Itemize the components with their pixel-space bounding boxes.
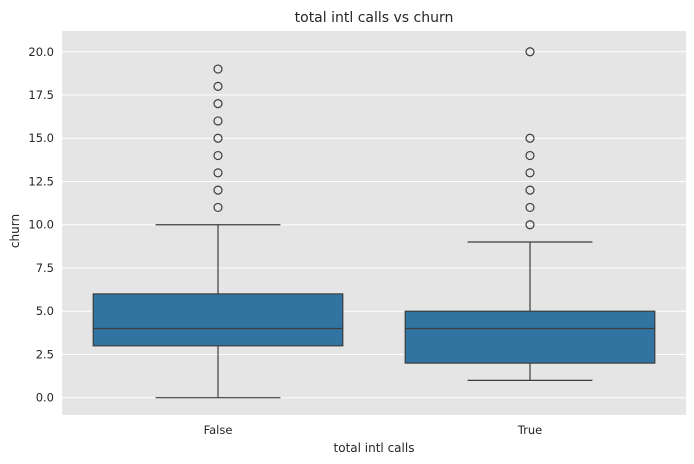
outlier-point [213,99,223,109]
y-tick-label: 15.0 [28,131,54,145]
outlier-point [213,133,223,143]
box-series [92,47,656,399]
y-tick-label: 2.5 [36,347,54,361]
y-tick-label: 17.5 [28,88,54,102]
outlier-point [525,168,535,178]
outlier-point [213,168,223,178]
x-tick-label: False [204,423,233,437]
y-tick-label: 7.5 [36,261,54,275]
outlier-point [213,81,223,91]
outlier-point [213,116,223,126]
chart-title: total intl calls vs churn [295,10,454,26]
outlier-point [213,150,223,161]
y-tick-label: 20.0 [28,45,54,59]
y-tick-label: 5.0 [36,304,54,318]
outlier-point [525,220,535,230]
outlier-point [525,150,535,161]
x-axis-ticks: False True [204,423,543,437]
outlier-point [525,47,535,57]
outlier-point [213,64,223,74]
x-axis-label: total intl calls [334,441,415,455]
x-tick-label: True [517,423,542,437]
outlier-point [525,202,535,213]
y-axis-ticks: 0.0 2.5 5.0 7.5 10.0 12.5 15.0 17.5 20.0 [28,45,54,405]
outlier-point [213,185,223,195]
outlier-point [525,133,535,143]
outlier-point [525,185,535,195]
box-iqr [404,310,656,364]
y-tick-label: 0.0 [36,391,54,405]
y-tick-label: 10.0 [28,218,54,232]
outlier-point [213,202,223,213]
y-axis-label: churn [8,214,22,248]
y-tick-label: 12.5 [28,174,54,188]
box-iqr [92,293,344,347]
